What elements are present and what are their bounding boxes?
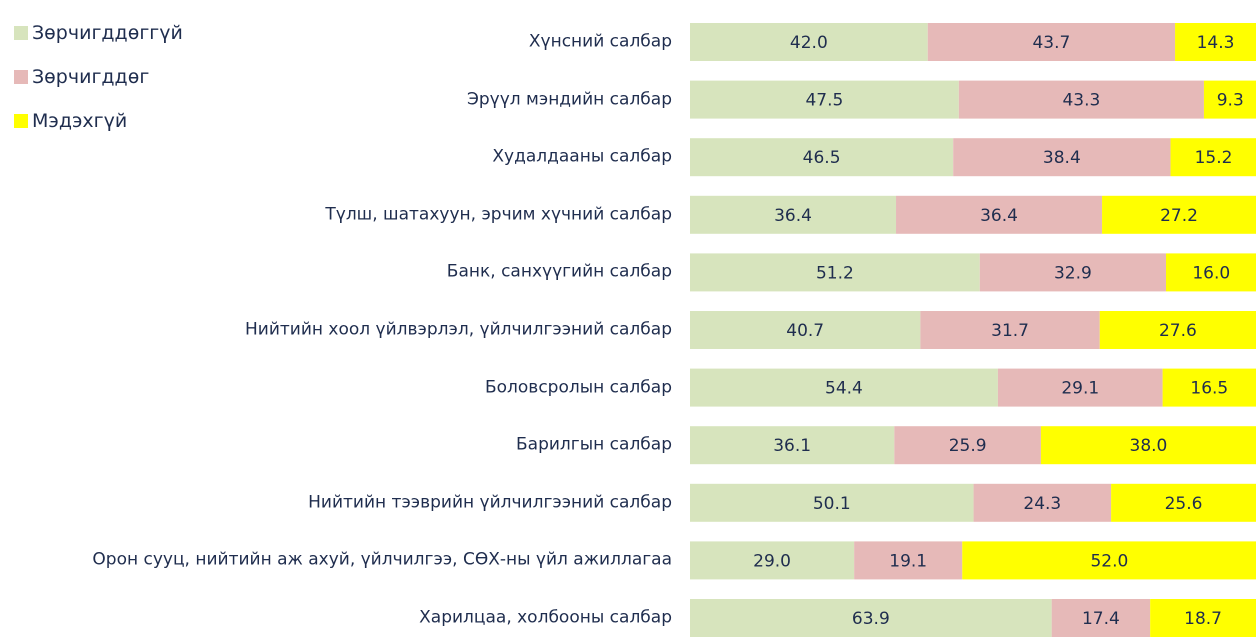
bar-segment	[1175, 23, 1256, 61]
bar-segment	[690, 599, 1052, 637]
data-label: 42.0	[790, 33, 828, 53]
legend-swatch	[14, 26, 28, 40]
bar-segment	[1203, 80, 1256, 119]
y-tick-label: Барилгын салбар	[516, 434, 672, 455]
bar-segment	[920, 311, 1100, 349]
data-label: 52.0	[1090, 551, 1128, 571]
legend-item: Мэдэхгүй	[14, 110, 127, 132]
bar-segment	[1102, 195, 1256, 234]
data-label: 40.7	[786, 321, 824, 341]
bar-segment	[690, 368, 998, 407]
data-label: 43.3	[1062, 91, 1100, 111]
data-label: 27.2	[1160, 206, 1198, 226]
bar-segment	[953, 138, 1171, 177]
data-label: 17.4	[1082, 609, 1120, 629]
bar-segment	[690, 195, 897, 234]
bar-segment	[958, 80, 1204, 119]
legend-label: Зөрчигддөггүй	[32, 22, 183, 44]
bar-segment	[896, 195, 1103, 234]
bar-segment	[690, 541, 855, 580]
data-label: 38.0	[1130, 436, 1168, 456]
y-tick-label: Эрүүл мэндийн салбар	[466, 89, 672, 110]
bar-segment	[690, 23, 928, 61]
bar-segment	[1111, 483, 1256, 522]
legend-label: Мэдэхгүй	[32, 110, 128, 132]
bar-segment	[1162, 368, 1256, 407]
bar-segment	[690, 80, 959, 119]
bar-segment	[1051, 599, 1151, 637]
data-label: 36.4	[774, 206, 812, 226]
data-label: 47.5	[805, 91, 843, 111]
data-label: 27.6	[1159, 321, 1197, 341]
data-label: 46.5	[803, 148, 841, 168]
bar-segment	[1099, 311, 1256, 349]
legend-swatch	[14, 114, 28, 128]
y-tick-label: Боловсролын салбар	[484, 377, 672, 398]
y-tick-label: Орон сууц, нийтийн аж ахуй, үйлчилгээ, С…	[92, 549, 672, 570]
y-tick-label: Хүнсний салбар	[528, 31, 672, 52]
legend-item: Зөрчигддөггүй	[14, 22, 183, 44]
y-tick-label: Нийтийн тээврийн үйлчилгээний салбар	[308, 492, 672, 513]
bar-segment	[690, 138, 954, 177]
bar-segment	[1170, 138, 1256, 177]
data-label: 15.2	[1195, 148, 1233, 168]
data-label: 36.1	[773, 436, 811, 456]
data-label: 32.9	[1054, 263, 1092, 283]
data-label: 16.0	[1192, 263, 1230, 283]
bar-segment	[894, 426, 1041, 465]
bar-segment	[927, 23, 1176, 61]
y-tick-label: Банк, санхүүгийн салбар	[446, 261, 672, 282]
legend-label: Зөрчигддөг	[32, 66, 150, 88]
bar-segment	[1150, 599, 1256, 637]
bar-segment	[690, 311, 921, 349]
data-label: 29.1	[1061, 379, 1099, 399]
bar-segment	[690, 253, 980, 292]
data-label: 25.9	[949, 436, 987, 456]
bar-segment	[997, 368, 1163, 407]
bar-segment	[690, 426, 895, 465]
data-label: 29.0	[753, 551, 791, 571]
y-tick-label: Түлш, шатахуун, эрчим хүчний салбар	[325, 204, 672, 225]
data-label: 14.3	[1197, 33, 1235, 53]
bar-segment	[962, 541, 1256, 580]
bar-segment	[1166, 253, 1256, 292]
data-label: 54.4	[825, 379, 863, 399]
y-tick-label: Харилцаа, холбооны салбар	[419, 607, 672, 628]
y-tick-label: Нийтийн хоол үйлвэрлэл, үйлчилгээний сал…	[245, 319, 672, 340]
legend-swatch	[14, 70, 28, 84]
data-label: 18.7	[1184, 609, 1222, 629]
bar-segment	[854, 541, 963, 580]
bar-segment	[979, 253, 1167, 292]
bar-segment	[1040, 426, 1256, 465]
legend-item: Зөрчигддөг	[14, 66, 149, 88]
bar-segment	[973, 483, 1112, 522]
data-label: 38.4	[1043, 148, 1081, 168]
data-label: 50.1	[813, 494, 851, 514]
data-label: 16.5	[1190, 379, 1228, 399]
data-label: 9.3	[1217, 91, 1244, 111]
bar-segment	[690, 483, 974, 522]
data-label: 51.2	[816, 263, 854, 283]
y-tick-label: Худалдааны салбар	[492, 146, 672, 167]
data-label: 63.9	[852, 609, 890, 629]
data-label: 31.7	[991, 321, 1029, 341]
data-label: 36.4	[980, 206, 1018, 226]
data-label: 43.7	[1032, 33, 1070, 53]
data-label: 25.6	[1165, 494, 1203, 514]
data-label: 24.3	[1023, 494, 1061, 514]
data-label: 19.1	[889, 551, 927, 571]
